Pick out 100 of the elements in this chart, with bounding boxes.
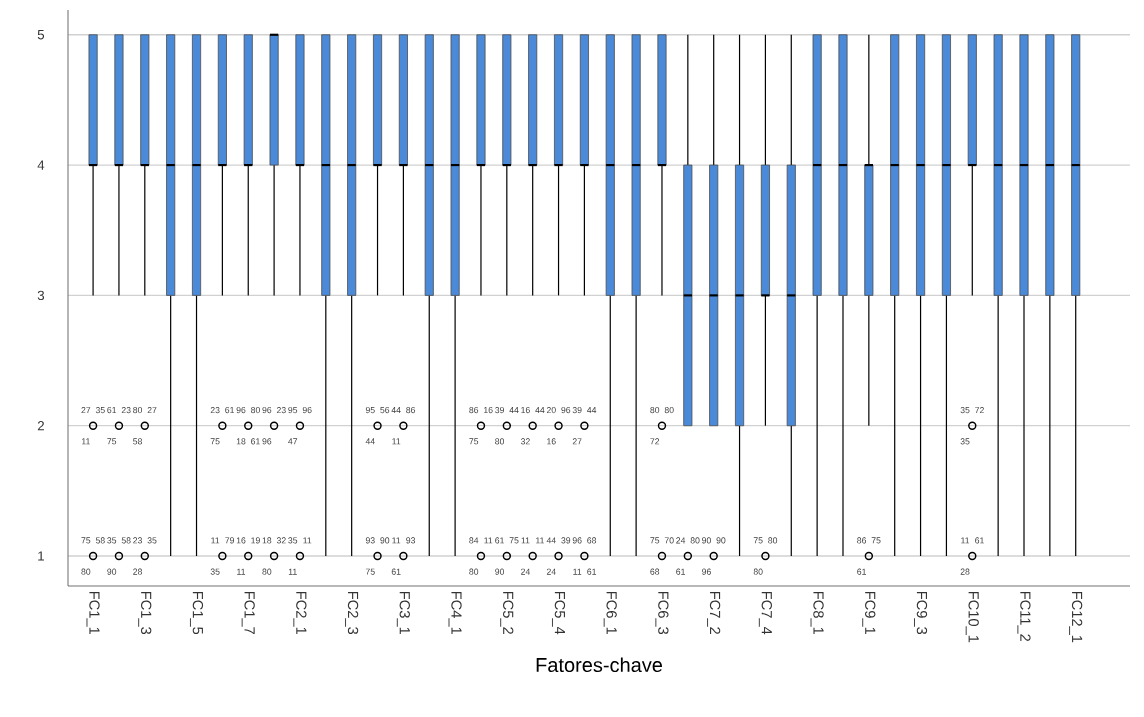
annotation: 39 [572, 407, 582, 414]
annotation: 44 [546, 537, 556, 544]
annotation: 61 [225, 407, 235, 414]
annotation: 80 [664, 407, 674, 414]
annotation: 61 [587, 568, 597, 575]
annotation: 80 [495, 438, 505, 445]
annotation: 24 [676, 537, 686, 544]
annotation: 35 [95, 407, 105, 414]
annotation: 19 [251, 537, 260, 544]
annotation: 28 [960, 568, 970, 575]
annotation: 80 [251, 407, 260, 414]
annotation: 61 [495, 537, 504, 544]
annotation: 47 [288, 438, 298, 445]
annotation: 11 [961, 537, 970, 544]
annotation: 75 [509, 537, 519, 544]
annotation: 39 [561, 537, 571, 544]
annotation: 11 [392, 438, 401, 445]
annotation: 86 [406, 407, 416, 414]
annotation: 96 [702, 568, 711, 575]
annotation: 44 [391, 407, 401, 414]
x-tick-label: FC9_1 [862, 591, 876, 635]
annotation: 96 [302, 407, 312, 414]
annotation: 86 [857, 537, 867, 544]
annotation: 75 [81, 537, 91, 544]
annotation: 11 [573, 568, 582, 575]
x-tick-label: FC12_1 [1069, 591, 1083, 643]
annotation: 96 [236, 407, 246, 414]
x-tick-label: FC10_1 [965, 591, 979, 643]
annotation: 75 [650, 537, 660, 544]
annotation: 80 [469, 568, 479, 575]
annotation: 24 [546, 568, 556, 575]
annotation: 11 [82, 438, 90, 445]
annotation: 95 [288, 407, 298, 414]
y-tick-label: 1 [38, 551, 44, 561]
annotation: 80 [768, 537, 778, 544]
annotation: 80 [690, 537, 700, 544]
annotation: 70 [664, 537, 674, 544]
annotation: 95 [365, 407, 375, 414]
annotation: 80 [753, 568, 763, 575]
annotation: 11 [521, 537, 530, 544]
annotation: 96 [561, 407, 571, 414]
annotation: 68 [650, 568, 660, 575]
annotation: 56 [380, 407, 390, 414]
x-tick-label: FC11_2 [1017, 591, 1031, 642]
annotation: 11 [303, 537, 312, 544]
annotation: 96 [262, 438, 272, 445]
annotation: 27 [147, 407, 157, 414]
annotation: 16 [484, 407, 493, 414]
annotation: 75 [469, 438, 479, 445]
y-tick-label: 3 [37, 290, 45, 301]
annotation: 35 [960, 438, 970, 445]
annotation: 75 [753, 537, 763, 544]
annotation: 96 [572, 537, 582, 544]
x-tick-label: FC3_1 [396, 591, 410, 635]
annotation: 75 [210, 438, 220, 445]
annotation: 16 [521, 407, 530, 414]
x-tick-label: FC9_3 [914, 591, 928, 635]
annotation: 24 [521, 568, 530, 575]
annotation: 61 [975, 537, 984, 544]
x-axis-title: Fatores-chave [536, 657, 663, 673]
annotation: 18 [236, 438, 246, 445]
annotation: 35 [147, 537, 157, 544]
annotation: 11 [536, 537, 544, 544]
x-tick-label: FC1_7 [241, 591, 255, 634]
annotation: 58 [95, 537, 105, 544]
annotation: 90 [380, 537, 390, 544]
annotation: 11 [484, 537, 493, 544]
x-tick-label: FC5_4 [551, 591, 566, 635]
annotation: 61 [676, 568, 685, 575]
annotation: 90 [107, 568, 117, 575]
annotation: 61 [857, 568, 866, 575]
annotation: 93 [406, 537, 416, 544]
annotation: 61 [391, 568, 401, 575]
annotation: 23 [210, 407, 220, 414]
annotation: 32 [520, 438, 530, 445]
x-tick-label: FC4_1 [448, 591, 462, 635]
annotation: 44 [535, 407, 545, 414]
annotation: 79 [225, 537, 235, 544]
annotation: 80 [81, 568, 91, 575]
annotation: 75 [107, 438, 117, 445]
x-tick-label: FC5_2 [500, 591, 514, 634]
annotation: 75 [365, 568, 375, 575]
x-tick-label: FC8_1 [810, 591, 824, 635]
annotation: 86 [469, 407, 479, 414]
annotation: 11 [211, 537, 220, 544]
annotation: 35 [107, 537, 117, 544]
x-tick-label: FC1_5 [189, 591, 204, 635]
annotation: 72 [975, 407, 984, 414]
x-tick-label: FC1_3 [138, 591, 152, 635]
annotation: 61 [107, 407, 117, 414]
y-tick-label: 2 [37, 421, 44, 431]
annotation: 90 [495, 568, 505, 575]
annotation: 96 [262, 407, 272, 414]
annotation: 11 [237, 568, 246, 575]
annotation: 44 [509, 407, 519, 414]
x-tick-label: FC7_4 [758, 591, 772, 635]
annotation: 80 [262, 568, 272, 575]
annotation: 58 [121, 537, 131, 544]
annotation: 28 [133, 568, 142, 575]
x-tick-label: FC1_1 [86, 591, 100, 635]
